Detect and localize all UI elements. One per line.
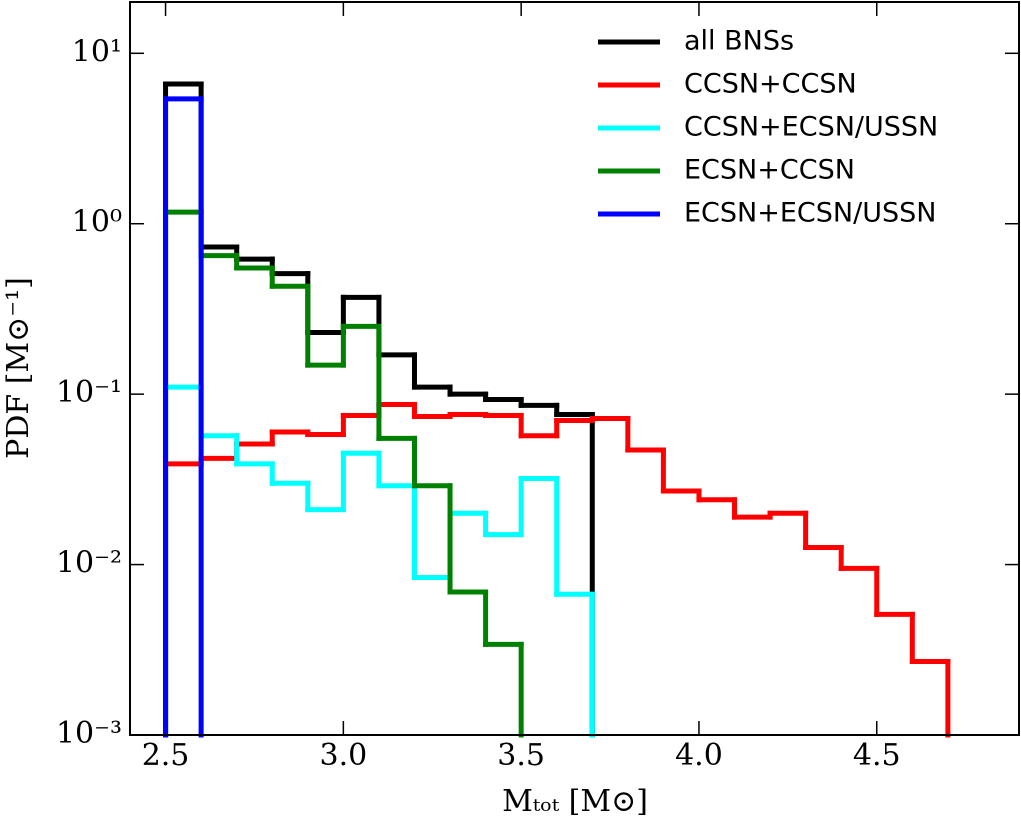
legend-label: ECSN+ECSN/USSN: [684, 198, 936, 229]
x-tick-label: 3.5: [497, 738, 545, 773]
x-tick-label: 4.5: [853, 738, 901, 773]
y-tick-label: 10¹: [72, 34, 122, 69]
y-tick-label: 10⁰: [72, 205, 122, 240]
y-tick-label: 10⁻³: [56, 716, 122, 751]
x-axis-label: Mₜₒₜ [M⊙]: [502, 784, 648, 819]
y-tick-label: 10⁻¹: [56, 375, 122, 410]
plot-frame: [129, 1, 1020, 736]
x-tick-label: 2.5: [142, 738, 190, 773]
legend-label: CCSN+CCSN: [684, 69, 857, 100]
legend-label: ECSN+CCSN: [684, 155, 855, 186]
legend-label: CCSN+ECSN/USSN: [684, 112, 938, 143]
x-tick-label: 3.0: [320, 738, 368, 773]
y-tick-label: 10⁻²: [56, 546, 122, 581]
legend-label: all BNSs: [684, 26, 794, 57]
y-axis-label: PDF [M⊙⁻¹]: [1, 277, 36, 459]
x-tick-label: 4.0: [675, 738, 723, 773]
